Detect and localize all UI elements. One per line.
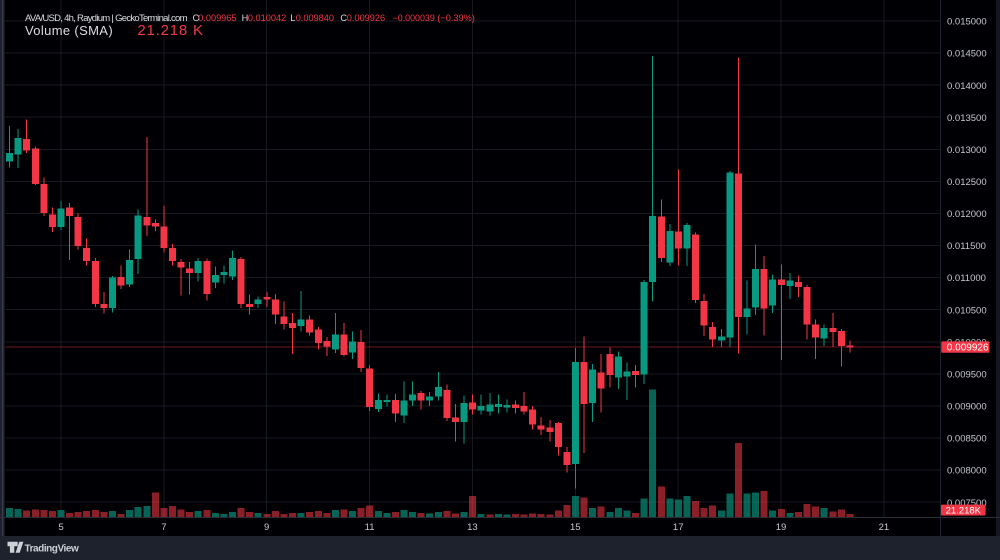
svg-text:21.218 K: 21.218 K xyxy=(137,22,203,39)
svg-text:0.009500: 0.009500 xyxy=(947,369,987,380)
svg-text:0.009000: 0.009000 xyxy=(947,402,987,413)
svg-text:0.009840: 0.009840 xyxy=(296,13,334,23)
svg-text:21.218K: 21.218K xyxy=(946,505,982,516)
svg-text:0.009965: 0.009965 xyxy=(198,13,236,23)
svg-text:0.012500: 0.012500 xyxy=(947,177,987,188)
svg-text:21: 21 xyxy=(879,522,890,533)
svg-text:L: L xyxy=(290,13,295,23)
svg-text:0.008500: 0.008500 xyxy=(947,434,987,445)
svg-text:0.012000: 0.012000 xyxy=(947,209,987,220)
svg-text:7: 7 xyxy=(161,522,166,533)
svg-text:0.010500: 0.010500 xyxy=(947,305,987,316)
svg-text:H: H xyxy=(242,13,249,23)
svg-text:0.013500: 0.013500 xyxy=(947,113,987,124)
svg-text:15: 15 xyxy=(570,522,581,533)
svg-text:−0.000039: −0.000039 xyxy=(393,13,435,23)
svg-text:TradingView: TradingView xyxy=(25,543,79,554)
svg-text:19: 19 xyxy=(776,522,787,533)
svg-text:11: 11 xyxy=(365,522,375,533)
svg-text:0.008000: 0.008000 xyxy=(947,466,987,477)
svg-text:0.011500: 0.011500 xyxy=(947,241,986,252)
svg-text:0.014000: 0.014000 xyxy=(947,81,987,92)
svg-text:0.015000: 0.015000 xyxy=(947,17,987,28)
svg-text:(−0.39%): (−0.39%) xyxy=(437,13,475,23)
svg-text:9: 9 xyxy=(264,522,269,533)
svg-text:17: 17 xyxy=(673,522,684,533)
svg-text:5: 5 xyxy=(58,522,63,533)
svg-text:0.009926: 0.009926 xyxy=(347,13,385,23)
svg-text:AVA/USD, 4h, Raydium | GeckoTe: AVA/USD, 4h, Raydium | GeckoTerminal.com xyxy=(25,13,188,24)
svg-text:Volume (SMA): Volume (SMA) xyxy=(25,23,113,38)
svg-text:0.010042: 0.010042 xyxy=(248,13,286,23)
svg-text:0.009926: 0.009926 xyxy=(947,343,989,354)
svg-text:13: 13 xyxy=(467,522,478,533)
svg-text:C: C xyxy=(340,13,347,23)
svg-text:0.007500: 0.007500 xyxy=(947,498,987,509)
svg-text:O: O xyxy=(193,13,200,23)
svg-text:0.011000: 0.011000 xyxy=(947,273,986,284)
svg-text:0.014500: 0.014500 xyxy=(947,49,987,60)
svg-text:0.013000: 0.013000 xyxy=(947,145,987,156)
